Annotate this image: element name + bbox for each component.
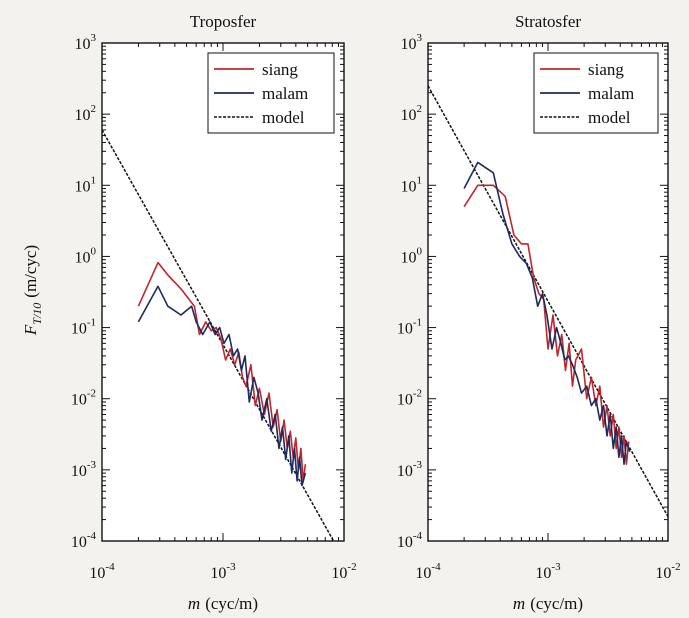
y-tick-label: 10-1: [397, 317, 422, 338]
y-tick-label: 103: [401, 32, 423, 53]
legend-label-siang: siang: [262, 60, 298, 79]
y-tick-label: 10-2: [71, 388, 96, 409]
y-tick-label: 10-4: [397, 530, 423, 551]
y-tick-label: 100: [401, 245, 423, 266]
chart-panel-1: 10-4 10-3 10-2 10-1 100 101 102 103 10-4 10-3 10-2…: [71, 12, 357, 613]
y-tick-label: 101: [75, 174, 97, 195]
y-tick-label: 10-3: [71, 459, 97, 480]
axis-ticks: [427, 43, 668, 542]
legend-label-malam: malam: [262, 84, 308, 103]
chart-panel-2: 10-4 10-3 10-2 10-1 100 101 102 103 10-4 10-3 10-2…: [397, 12, 681, 613]
y-tick-label: 103: [75, 32, 97, 53]
legend-label-siang: siang: [588, 60, 624, 79]
y-tick-label: 102: [75, 103, 97, 124]
y-tick-label: 102: [401, 103, 423, 124]
series-line-siang: [137, 261, 307, 482]
chart-title: Stratosfer: [515, 12, 581, 31]
chart-title: Troposfer: [190, 12, 257, 31]
series-line-model: [102, 129, 335, 541]
legend-label-model: model: [262, 108, 305, 127]
y-tick-label: 10-2: [397, 388, 422, 409]
x-tick-label: 10-2: [331, 561, 356, 582]
y-tick-label: 10-3: [397, 459, 423, 480]
series-line-malam: [463, 161, 631, 466]
x-tick-label: 10-2: [655, 561, 680, 582]
x-axis-label: m (cyc/m): [513, 594, 583, 613]
y-tick-label: 101: [401, 174, 423, 195]
legend-label-malam: malam: [588, 84, 634, 103]
y-tick-label: 10-4: [71, 530, 97, 551]
y-tick-label: 100: [75, 245, 97, 266]
x-tick-label: 10-3: [535, 561, 561, 582]
x-tick-label: 10-3: [210, 561, 236, 582]
x-axis-label: m (cyc/m): [188, 594, 258, 613]
x-tick-label: 10-4: [415, 561, 441, 582]
axis-ticks: [101, 43, 344, 542]
series-line-malam: [137, 285, 307, 487]
y-tick-label: 10-1: [71, 317, 96, 338]
legend: siang malam model: [207, 52, 335, 134]
series-group: [428, 85, 668, 517]
y-axis-label: FT/10(m/cyc): [21, 245, 44, 336]
legend-label-model: model: [588, 108, 631, 127]
x-tick-label: 10-4: [89, 561, 115, 582]
series-group: [102, 129, 335, 541]
legend: siang malam model: [533, 52, 659, 134]
